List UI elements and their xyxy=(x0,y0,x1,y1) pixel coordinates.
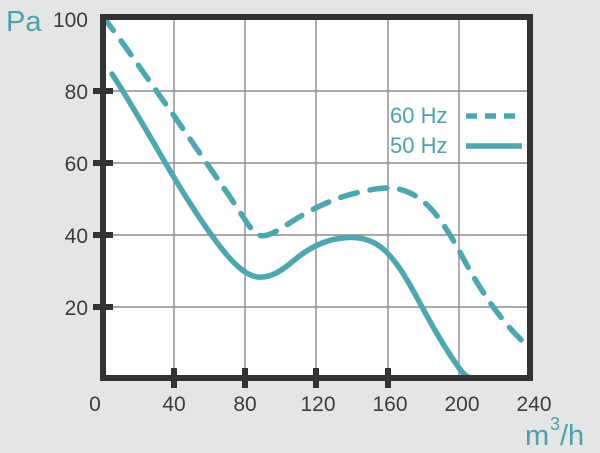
x-tick-labels: 0 40 80 120 160 200 240 xyxy=(89,393,551,416)
ytick-label-20: 20 xyxy=(65,297,88,320)
xtick-label-160: 160 xyxy=(372,393,407,416)
x-axis-unit-base: m xyxy=(525,420,549,452)
y-tick-marks xyxy=(93,88,113,310)
xtick-label-120: 120 xyxy=(300,393,335,416)
chart-legend: 60 Hz 50 Hz xyxy=(390,103,522,158)
series-line-60hz xyxy=(100,14,533,351)
legend-label-50hz: 50 Hz xyxy=(390,133,447,158)
y-axis-unit-label: Pa xyxy=(6,6,42,38)
x-tick-marks xyxy=(171,368,391,388)
x-axis-unit-label: m 3 /h xyxy=(525,414,584,452)
ytick-label-60: 60 xyxy=(65,153,88,176)
ytick-label-100: 100 xyxy=(53,9,88,32)
legend-label-60hz: 60 Hz xyxy=(390,103,447,128)
xtick-label-80: 80 xyxy=(233,393,256,416)
ytick-label-80: 80 xyxy=(65,81,88,104)
xtick-label-200: 200 xyxy=(444,393,479,416)
xtick-label-40: 40 xyxy=(162,393,185,416)
series-line-50hz xyxy=(109,71,475,381)
xtick-label-240: 240 xyxy=(516,393,551,416)
y-tick-labels: 100 80 60 40 20 xyxy=(53,9,88,320)
x-axis-unit-superscript: 3 xyxy=(550,414,560,434)
xtick-label-0: 0 xyxy=(89,393,101,416)
ytick-label-40: 40 xyxy=(65,225,88,248)
vertical-gridlines xyxy=(173,17,460,378)
horizontal-gridlines xyxy=(103,90,530,308)
x-axis-unit-tail: /h xyxy=(560,420,584,452)
